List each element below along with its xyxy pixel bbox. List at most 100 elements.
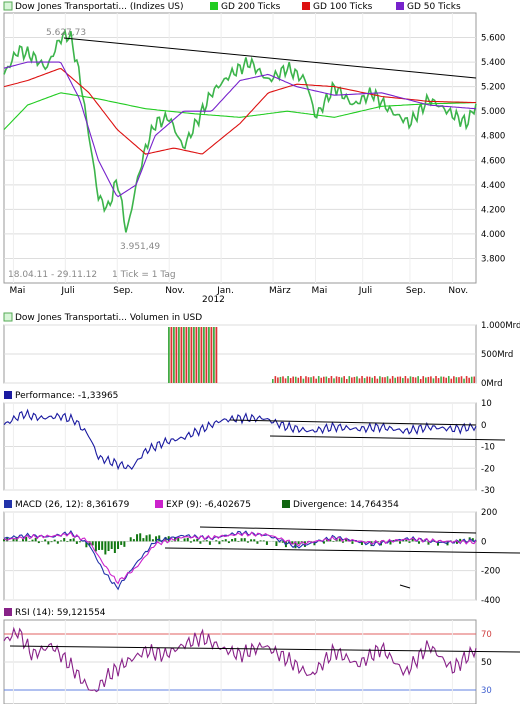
y-tick-label: 0 — [481, 421, 486, 431]
divergence-bar — [360, 541, 363, 545]
volume-bar — [289, 378, 292, 383]
volume-bar — [399, 376, 402, 383]
y-tick-label: 0 — [481, 537, 486, 547]
volume-bar — [183, 327, 185, 383]
series-line — [3, 408, 477, 471]
volume-bar — [330, 376, 333, 383]
divergence-bar — [427, 541, 430, 545]
divergence-bar — [291, 541, 294, 544]
divergence-bar — [417, 541, 420, 544]
divergence-bar — [281, 541, 284, 543]
divergence-bar — [297, 541, 300, 545]
divergence-bar — [174, 537, 177, 542]
volume-bar — [170, 327, 173, 383]
divergence-bar — [136, 534, 139, 542]
y-tick-label: 200 — [481, 508, 497, 518]
divergence-bar — [104, 541, 107, 555]
volume-bar — [190, 327, 193, 383]
divergence-bar — [224, 539, 227, 542]
volume-bar — [317, 376, 320, 383]
volume-bar — [363, 378, 366, 383]
volume-bar — [307, 377, 310, 383]
y-tick-label: 30 — [481, 686, 492, 696]
price-legend-gd200: GD 200 Ticks — [221, 2, 281, 12]
volume-bar — [396, 376, 399, 383]
annotation-tick-info: 1 Tick = 1 Tag — [112, 270, 176, 280]
divergence-bar — [31, 539, 34, 542]
volume-bar — [353, 376, 356, 383]
volume-bar — [284, 378, 287, 383]
macd-plot-area — [3, 511, 477, 601]
price-legend-swatch-gd200 — [210, 2, 218, 10]
divergence-bar — [12, 539, 15, 542]
divergence-bar — [221, 540, 224, 542]
performance-series — [3, 408, 477, 471]
macd-trendline-upper — [199, 526, 477, 534]
volume-bar — [379, 376, 381, 383]
x-tick-label: Juli — [358, 286, 372, 296]
macd-legend-swatch — [4, 500, 12, 508]
volume-bar — [277, 377, 279, 383]
volume-bar — [356, 376, 358, 383]
volume-bar — [381, 377, 384, 383]
divergence-bar — [250, 539, 253, 542]
volume-bar — [404, 376, 407, 383]
y-tick-label: 1.000Mrd — [481, 321, 520, 331]
volume-bar — [386, 376, 389, 383]
divergence-bar — [376, 541, 379, 543]
volume-bar — [437, 378, 440, 383]
divergence-bar — [234, 538, 237, 542]
macd-panel: MACD (26, 12): 8,361679 EXP (9): -6,4026… — [3, 500, 520, 606]
x-tick-label: Jan. — [216, 286, 234, 296]
volume-bar — [460, 376, 463, 383]
divergence-bar — [107, 541, 110, 552]
volume-bar — [325, 376, 328, 383]
y-tick-label: 4.000 — [481, 230, 505, 240]
volume-bar — [422, 376, 425, 383]
volume-bar — [473, 376, 476, 383]
y-tick-label: -400 — [481, 596, 500, 606]
divergence-bar — [265, 541, 268, 545]
volume-bar — [463, 378, 465, 383]
divergence-bar — [294, 541, 297, 549]
divergence-bar — [145, 535, 148, 542]
y-tick-label: -200 — [481, 567, 500, 577]
divergence-bar — [148, 534, 151, 542]
performance-gridlines — [4, 402, 476, 491]
volume-bar — [351, 377, 353, 383]
y-tick-label: 70 — [481, 630, 492, 640]
volume-bar — [374, 376, 376, 383]
volume-bar — [323, 376, 325, 383]
divergence-bar — [459, 538, 462, 542]
price-legend-gd50: GD 50 Ticks — [407, 2, 461, 12]
annotation-range: 18.04.11 - 29.11.12 — [8, 270, 97, 280]
volume-bar — [282, 376, 284, 383]
volume-bar — [465, 376, 468, 383]
divergence-bar — [253, 539, 256, 542]
x-tick-label: März — [269, 286, 291, 296]
volume-bar — [203, 327, 205, 383]
macd-legend: MACD (26, 12): 8,361679 — [15, 500, 130, 510]
x-tick-label: Sep. — [113, 286, 133, 296]
volume-bar — [470, 376, 473, 383]
divergence-bar — [113, 541, 116, 554]
volume-bar — [358, 378, 361, 383]
y-tick-label: 5.600 — [481, 34, 505, 44]
divergence-bar — [202, 540, 205, 542]
y-tick-label: 0Mrd — [481, 379, 502, 389]
volume-bar — [175, 327, 178, 383]
rsi-y-ticks: 70 50 30 — [481, 630, 492, 696]
volume-bar — [320, 377, 323, 383]
divergence-bar — [215, 540, 218, 542]
volume-bar — [425, 377, 427, 383]
rsi-gridlines — [4, 620, 476, 704]
divergence-bar — [405, 539, 408, 542]
volume-bar — [173, 327, 175, 383]
divergence-bar — [139, 533, 142, 542]
volume-bar — [343, 376, 345, 383]
volume-bar — [168, 327, 170, 383]
divergence-bar — [177, 536, 180, 542]
divergence-bar — [218, 541, 221, 545]
macd-y-ticks: 200 0 -200 -400 — [481, 508, 500, 606]
divergence-bar — [199, 541, 202, 544]
